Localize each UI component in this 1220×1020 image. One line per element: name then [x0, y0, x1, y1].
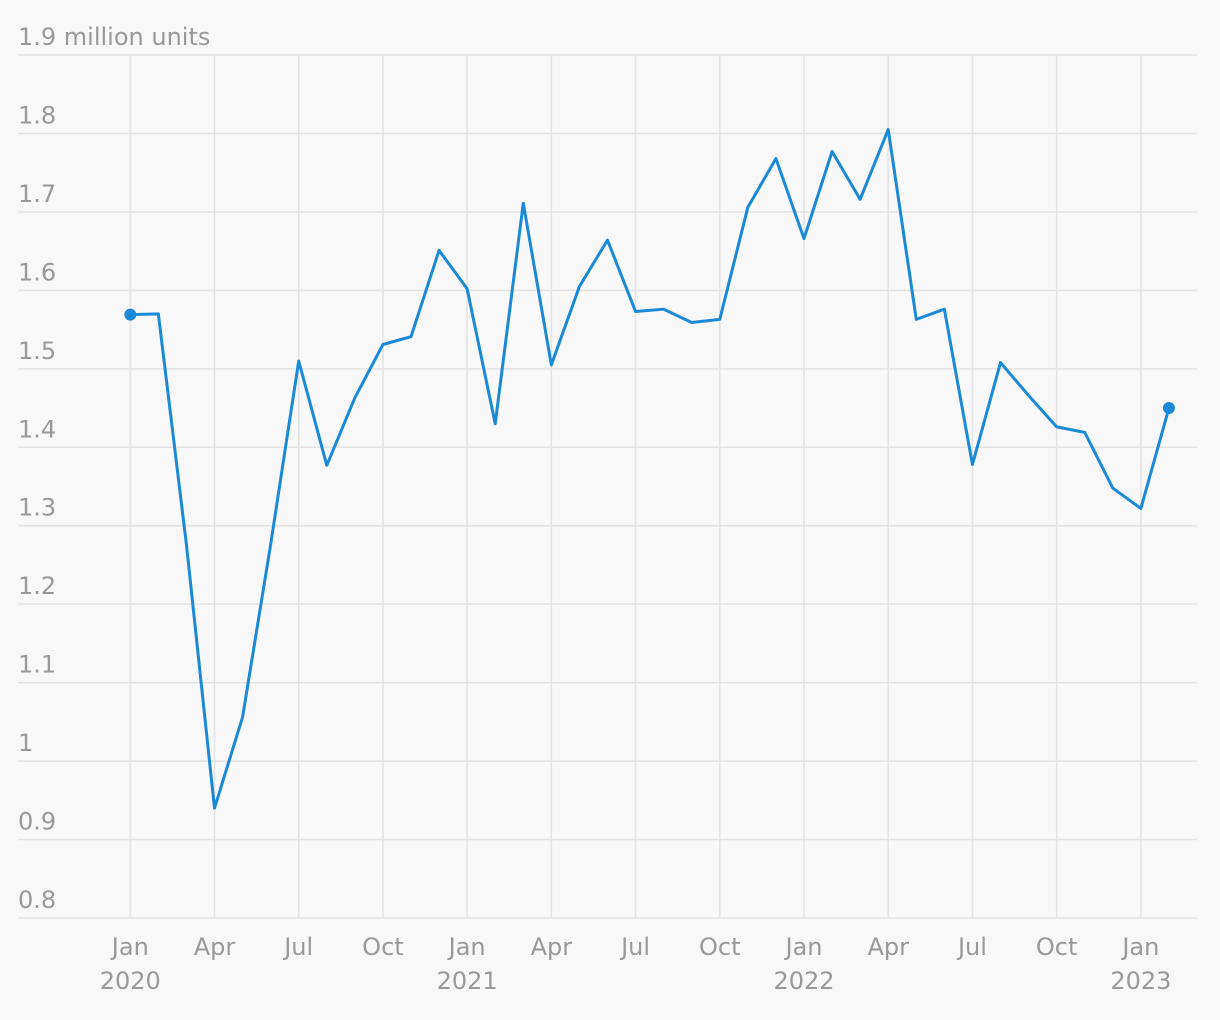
y-tick-label: 1.5: [18, 337, 56, 365]
y-tick-label: 1.9 million units: [18, 23, 210, 51]
x-tick-label: Jan: [784, 933, 823, 961]
x-tick-label: Jan: [447, 933, 486, 961]
y-tick-label: 1.1: [18, 651, 56, 679]
x-year-label: 2021: [437, 967, 498, 995]
y-tick-label: 1: [18, 729, 33, 757]
y-tick-label: 0.8: [18, 886, 56, 914]
x-tick-label: Jan: [1120, 933, 1159, 961]
x-tick-label: Apr: [867, 933, 909, 961]
y-tick-label: 1.6: [18, 258, 56, 286]
y-tick-label: 1.7: [18, 180, 56, 208]
x-tick-label: Jul: [619, 933, 650, 961]
end-marker: [1162, 402, 1175, 415]
x-tick-label: Oct: [699, 933, 741, 961]
x-tick-label: Oct: [1036, 933, 1078, 961]
line: [130, 128, 1171, 810]
x-tick-label: Jul: [282, 933, 313, 961]
x-tick-label: Apr: [531, 933, 573, 961]
x-tick-label: Jul: [956, 933, 987, 961]
y-tick-label: 1.8: [18, 101, 56, 129]
y-tick-label: 1.4: [18, 415, 56, 443]
x-year-label: 2023: [1110, 967, 1171, 995]
y-tick-label: 1.2: [18, 572, 56, 600]
x-tick-label: Apr: [194, 933, 236, 961]
x-year-label: 2022: [773, 967, 834, 995]
end-marker: [124, 308, 137, 321]
y-tick-label: 1.3: [18, 494, 56, 522]
y-tick-label: 0.9: [18, 808, 56, 836]
x-tick-label: Oct: [362, 933, 404, 961]
x-year-label: 2020: [100, 967, 161, 995]
x-tick-label: Jan: [110, 933, 149, 961]
